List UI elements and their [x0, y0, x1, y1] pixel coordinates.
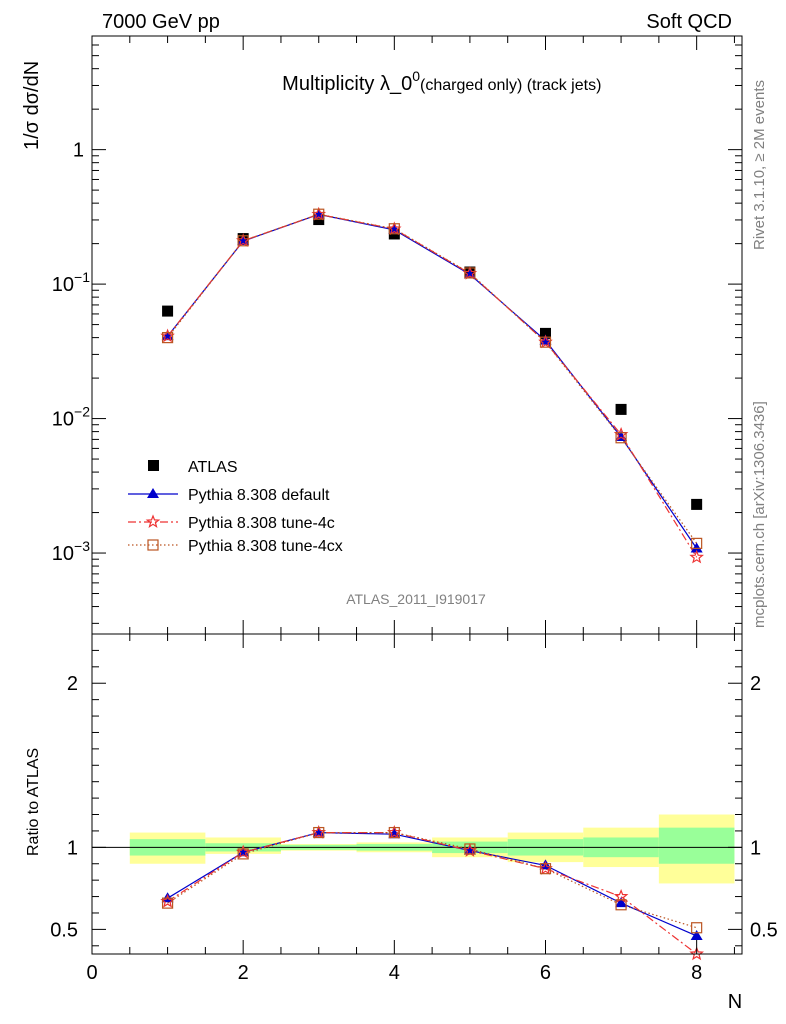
ratio-point-pythia-8-308-tune-4cx	[615, 899, 627, 911]
ratio-band-inner	[658, 827, 735, 864]
rivet-version-label: Rivet 3.1.10, ≥ 2M events	[751, 80, 768, 250]
main-point-atlas	[539, 327, 551, 339]
x-axis-label: N	[728, 991, 742, 1013]
ratio-point-pythia-8-308-tune-4cx	[313, 826, 325, 839]
legend-item-tune-4cx: Pythia 8.308 tune-4cx	[128, 538, 343, 555]
ratio-y-tick-label-right: 2	[750, 673, 761, 695]
main-line-pythia-8-308-tune-4cx	[167, 213, 698, 544]
ratio-point-pythia-8-308-tune-4c	[689, 946, 704, 961]
ratio-point-pythia-8-308-default	[615, 897, 628, 908]
x-tick-label: 8	[691, 962, 702, 984]
x-tick-label: 0	[86, 962, 97, 984]
x-tick-label: 6	[540, 962, 551, 984]
main-point-pythia-8-308-tune-4cx	[691, 537, 703, 549]
main-point-atlas	[615, 403, 627, 415]
ratio-point-pythia-8-308-default	[690, 929, 703, 940]
main-point-pythia-8-308-tune-4c	[160, 328, 175, 343]
legend-marker-tune-4cx	[147, 539, 159, 551]
legend-marker-tune-4c	[145, 514, 161, 528]
main-point-atlas	[162, 305, 174, 317]
ratio-point-pythia-8-308-tune-4cx	[161, 897, 174, 909]
ratio-y-axis-label: Ratio to ATLAS	[25, 748, 42, 856]
ratio-panel: 0.5 0.5 1 1 2 2 0 2 4 6 8 Ratio to ATLAS N	[25, 633, 778, 1013]
ratio-point-pythia-8-308-tune-4c	[235, 844, 251, 859]
main-point-pythia-8-308-tune-4c	[387, 221, 402, 236]
mcplots-reference-label: mcplots.cern.ch [arXiv:1306.3436]	[751, 401, 768, 628]
main-point-pythia-8-308-tune-4cx	[539, 336, 552, 348]
ratio-y-tick-label-right: 0.5	[750, 919, 778, 941]
header-energy-label: 7000 GeV pp	[102, 11, 220, 33]
legend-label-tune-4cx: Pythia 8.308 tune-4cx	[188, 538, 343, 555]
legend-item-tune-4c: Pythia 8.308 tune-4c	[128, 514, 335, 532]
ratio-point-pythia-8-308-tune-4c	[462, 842, 478, 857]
x-tick-label: 4	[389, 962, 400, 984]
main-point-pythia-8-308-tune-4cx	[464, 267, 476, 279]
main-y-tick-label: 10−1	[52, 269, 90, 296]
ratio-plot-frame	[91, 633, 743, 955]
main-plot-title: Multiplicity λ_00	[282, 68, 420, 95]
main-y-axis-label: 1/σ dσ/dN	[21, 61, 43, 150]
main-y-tick-label: 10−2	[52, 404, 90, 431]
main-point-pythia-8-308-tune-4c	[235, 233, 251, 247]
main-point-pythia-8-308-default	[690, 542, 703, 553]
ratio-point-pythia-8-308-tune-4c	[311, 824, 327, 839]
main-point-pythia-8-308-tune-4cx	[161, 332, 174, 344]
ratio-point-pythia-8-308-tune-4cx	[691, 922, 703, 934]
main-point-atlas	[691, 498, 703, 510]
ratio-point-pythia-8-308-tune-4c	[538, 861, 553, 875]
ratio-point-pythia-8-308-tune-4cx	[539, 863, 552, 875]
main-point-pythia-8-308-tune-4c	[689, 549, 704, 564]
ratio-point-pythia-8-308-tune-4cx	[464, 843, 476, 855]
main-panel: 10−3 10−2 10−1 1 Multiplicity λ_00 (charged…	[21, 35, 743, 635]
ratio-point-pythia-8-308-tune-4c	[160, 893, 175, 908]
legend-label-atlas: ATLAS	[188, 459, 238, 476]
x-tick-label: 2	[238, 962, 249, 984]
legend-marker-atlas	[148, 460, 159, 471]
main-point-pythia-8-308-tune-4cx	[313, 208, 325, 220]
main-point-pythia-8-308-tune-4c	[538, 334, 553, 349]
main-point-pythia-8-308-tune-4c	[462, 265, 478, 280]
ratio-y-tick-label-right: 1	[750, 837, 761, 859]
legend-label-tune-4c: Pythia 8.308 tune-4c	[188, 515, 335, 532]
analysis-watermark: ATLAS_2011_I919017	[346, 591, 486, 607]
ratio-point-pythia-8-308-tune-4c	[387, 824, 402, 839]
ratio-line-pythia-8-308-tune-4c	[167, 831, 698, 955]
main-y-tick-label: 1	[73, 140, 84, 162]
header-category-label: Soft QCD	[646, 11, 732, 33]
legend: ATLAS Pythia 8.308 default Pythia 8.308 …	[128, 459, 343, 555]
legend-marker-default	[147, 488, 159, 498]
main-point-pythia-8-308-tune-4cx	[237, 235, 249, 247]
ratio-y-tick-label: 2	[67, 673, 78, 695]
ratio-point-pythia-8-308-tune-4cx	[237, 848, 249, 860]
main-point-pythia-8-308-tune-4c	[311, 206, 327, 221]
ratio-point-pythia-8-308-tune-4cx	[388, 826, 400, 839]
main-y-tick-label: 10−3	[52, 538, 90, 565]
main-plot-title-suffix: (charged only) (track jets)	[420, 77, 601, 94]
ratio-y-tick-label: 0.5	[50, 919, 78, 941]
legend-item-atlas: ATLAS	[148, 459, 238, 476]
main-line-pythia-8-308-tune-4c	[167, 213, 698, 558]
ratio-y-tick-label: 1	[67, 837, 78, 859]
main-point-pythia-8-308-tune-4cx	[388, 223, 400, 235]
legend-item-default: Pythia 8.308 default	[128, 487, 330, 504]
legend-label-default: Pythia 8.308 default	[188, 487, 330, 504]
main-point-pythia-8-308-tune-4cx	[615, 432, 627, 444]
